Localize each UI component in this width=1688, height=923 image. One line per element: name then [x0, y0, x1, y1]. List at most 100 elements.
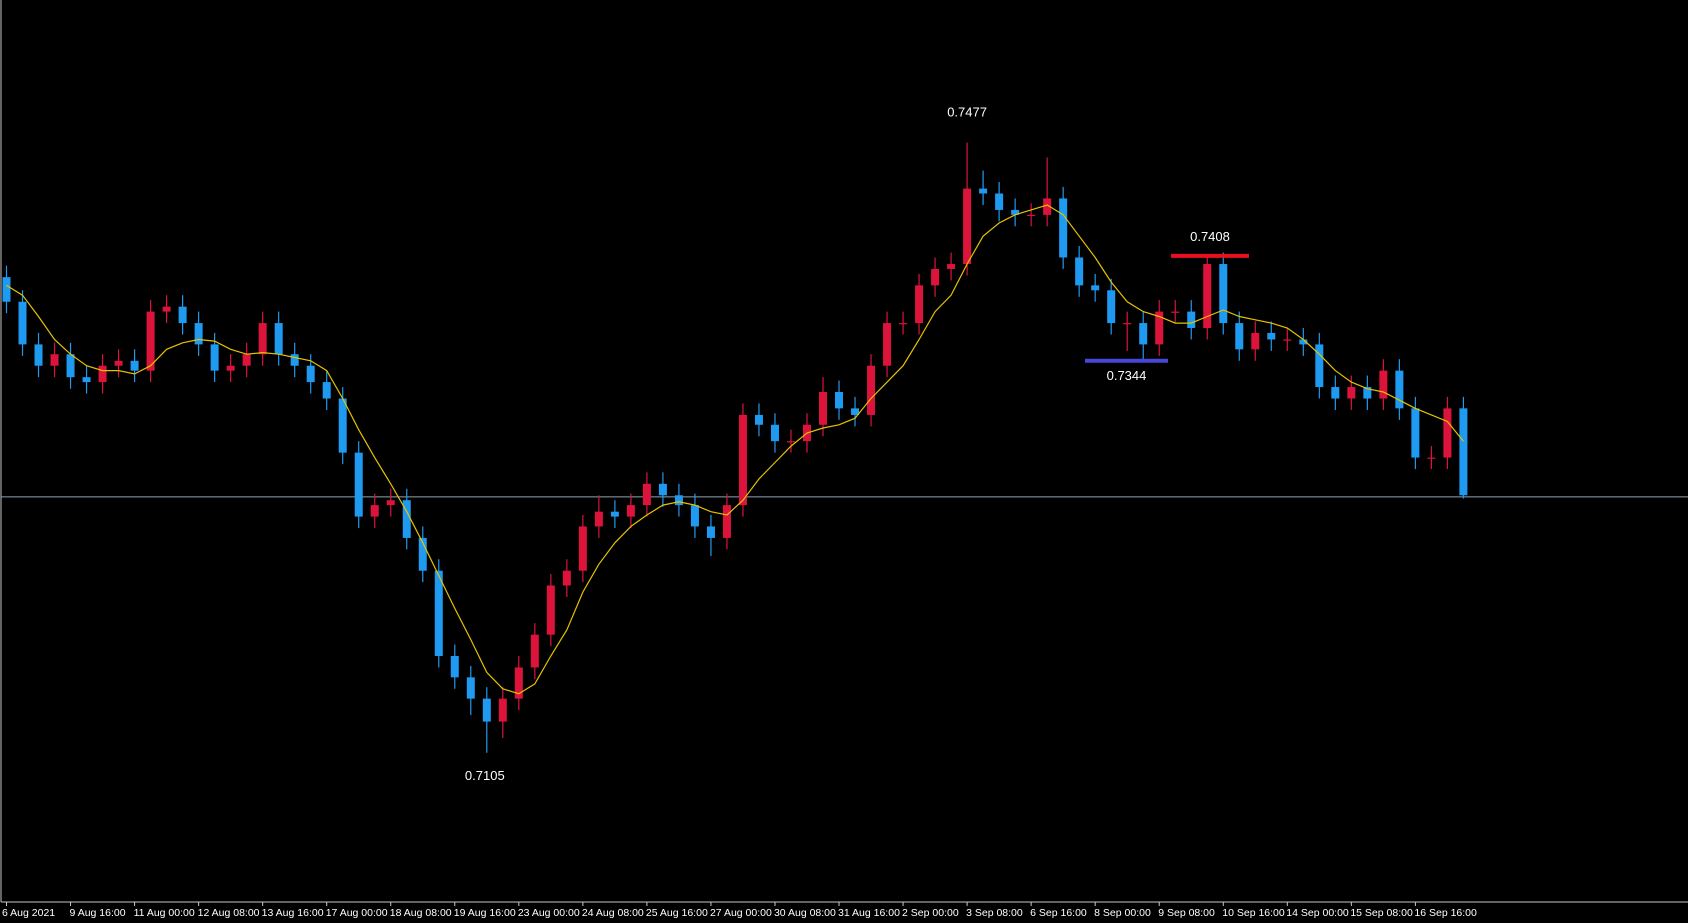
x-tick-label: 14 Sep 00:00 — [1286, 907, 1349, 919]
candle-body — [1059, 198, 1068, 258]
x-tick-label: 9 Aug 16:00 — [70, 907, 126, 919]
candle-body — [1411, 408, 1420, 458]
candle-body — [258, 323, 267, 355]
candle-body — [1123, 323, 1132, 325]
candle-body — [338, 398, 347, 453]
candle-body — [210, 344, 219, 371]
candle-body — [98, 365, 107, 383]
x-tick-label: 11 Aug 00:00 — [134, 907, 195, 919]
candle-body — [434, 570, 443, 656]
candle-body — [690, 505, 699, 527]
x-tick-label: 19 Aug 16:00 — [454, 907, 516, 919]
candle-body — [1203, 264, 1212, 328]
candle-body — [963, 188, 972, 265]
candle-body — [1315, 344, 1324, 388]
candle-body — [851, 408, 860, 415]
candle-body — [722, 505, 731, 538]
candle-body — [658, 483, 667, 496]
x-tick-label: 17 Aug 00:00 — [326, 907, 388, 919]
x-tick-label: 15 Sep 08:00 — [1350, 907, 1413, 919]
candle-body — [1395, 370, 1404, 409]
x-tick-label: 6 Aug 2021 — [2, 907, 55, 919]
candle-body — [178, 306, 187, 324]
candle-body — [706, 526, 715, 538]
candle-body — [466, 677, 475, 699]
candle-body — [754, 414, 763, 425]
candle-body — [819, 391, 828, 425]
x-tick-label: 27 Aug 00:00 — [710, 907, 772, 919]
candle-body — [1011, 209, 1020, 215]
level-label: 0.7408 — [1190, 229, 1230, 244]
candle-body — [562, 570, 571, 586]
candle-body — [322, 382, 331, 399]
candle-body — [1331, 387, 1340, 399]
x-tick-label: 8 Sep 00:00 — [1094, 907, 1151, 919]
candle-body — [1299, 339, 1308, 345]
candle-body — [642, 483, 651, 506]
candle-body — [498, 698, 507, 722]
candle-body — [114, 360, 123, 366]
x-tick-label: 9 Sep 08:00 — [1158, 907, 1215, 919]
candle-body — [995, 193, 1004, 210]
candle-body — [835, 391, 844, 409]
candle-body — [1283, 339, 1292, 341]
candle-body — [786, 441, 795, 443]
x-tick-label: 3 Sep 08:00 — [966, 907, 1023, 919]
candle-body — [1251, 332, 1260, 350]
candle-body — [1459, 408, 1468, 496]
candle-body — [50, 354, 59, 366]
swing-low-label: 0.7105 — [465, 768, 505, 783]
candle-body — [594, 511, 603, 527]
candle-body — [1347, 387, 1356, 399]
candle-body — [947, 264, 956, 269]
x-tick-label: 31 Aug 16:00 — [838, 907, 900, 919]
candle-body — [146, 311, 155, 371]
x-tick-label: 12 Aug 08:00 — [198, 907, 260, 919]
x-tick-label: 16 Sep 16:00 — [1414, 907, 1477, 919]
candle-body — [1219, 264, 1228, 324]
x-tick-label: 23 Aug 00:00 — [518, 907, 580, 919]
candle-body — [915, 285, 924, 324]
candle-body — [242, 354, 251, 366]
candle-body — [1027, 214, 1036, 217]
candle-body — [18, 301, 27, 345]
candle-body — [770, 424, 779, 442]
x-tick-label: 18 Aug 08:00 — [390, 907, 452, 919]
candle-body — [386, 500, 395, 506]
candle-body — [1235, 323, 1244, 350]
candle-body — [290, 354, 299, 366]
candle-body — [2, 277, 11, 302]
candle-body — [1075, 257, 1084, 286]
candle-body — [418, 537, 427, 571]
candle-body — [1171, 311, 1180, 313]
candle-body — [899, 323, 908, 325]
candle-body — [1139, 323, 1148, 345]
candle-body — [931, 268, 940, 286]
candle-body — [274, 323, 283, 355]
x-tick-label: 24 Aug 08:00 — [582, 907, 644, 919]
x-tick-label: 30 Aug 08:00 — [774, 907, 836, 919]
candle-body — [194, 323, 203, 345]
candle-body — [738, 414, 747, 506]
candle-body — [482, 698, 491, 722]
candle-body — [578, 526, 587, 571]
candle-body — [546, 585, 555, 635]
candle-body — [162, 306, 171, 312]
x-tick-label: 10 Sep 16:00 — [1222, 907, 1285, 919]
candle-body — [867, 365, 876, 415]
swing-high-label: 0.7477 — [947, 105, 987, 120]
candle-body — [34, 344, 43, 366]
x-tick-label: 6 Sep 16:00 — [1030, 907, 1087, 919]
x-tick-label: 2 Sep 00:00 — [902, 907, 959, 919]
candle-body — [1363, 387, 1372, 399]
x-tick-label: 25 Aug 16:00 — [646, 907, 708, 919]
candle-body — [530, 634, 539, 668]
candle-body — [1267, 332, 1276, 340]
candle-body — [883, 323, 892, 366]
candle-body — [1443, 408, 1452, 458]
candle-body — [1187, 311, 1196, 328]
candle-body — [306, 365, 315, 383]
candle-body — [626, 505, 635, 517]
